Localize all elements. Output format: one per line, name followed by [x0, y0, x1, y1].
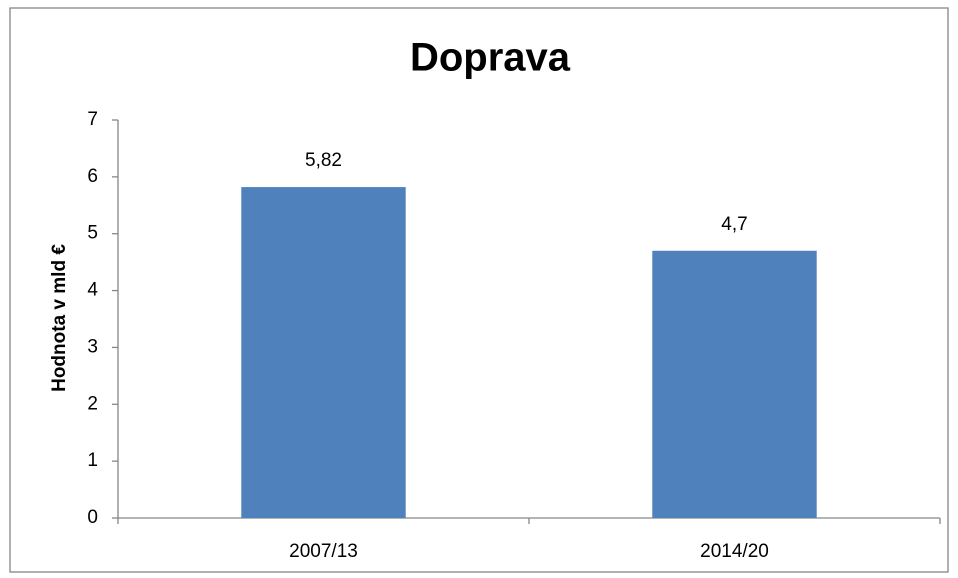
y-tick-label: 6 — [87, 166, 98, 187]
value-label: 4,7 — [721, 214, 747, 235]
y-tick-label: 5 — [87, 223, 98, 244]
chart-title: Doprava — [410, 36, 571, 80]
x-tick-label: 2014/20 — [700, 541, 769, 562]
bar — [241, 187, 406, 518]
y-tick-label: 1 — [87, 450, 98, 471]
y-axis-label: Hodnota v mld € — [49, 244, 70, 392]
y-tick-label: 2 — [87, 393, 98, 414]
y-tick-label: 0 — [87, 507, 98, 528]
x-tick-label: 2007/13 — [289, 541, 358, 562]
y-tick-label: 7 — [87, 109, 98, 130]
y-tick-label: 4 — [87, 280, 98, 301]
bar — [652, 250, 817, 518]
value-label: 5,82 — [305, 150, 342, 171]
y-tick-label: 3 — [87, 336, 98, 357]
